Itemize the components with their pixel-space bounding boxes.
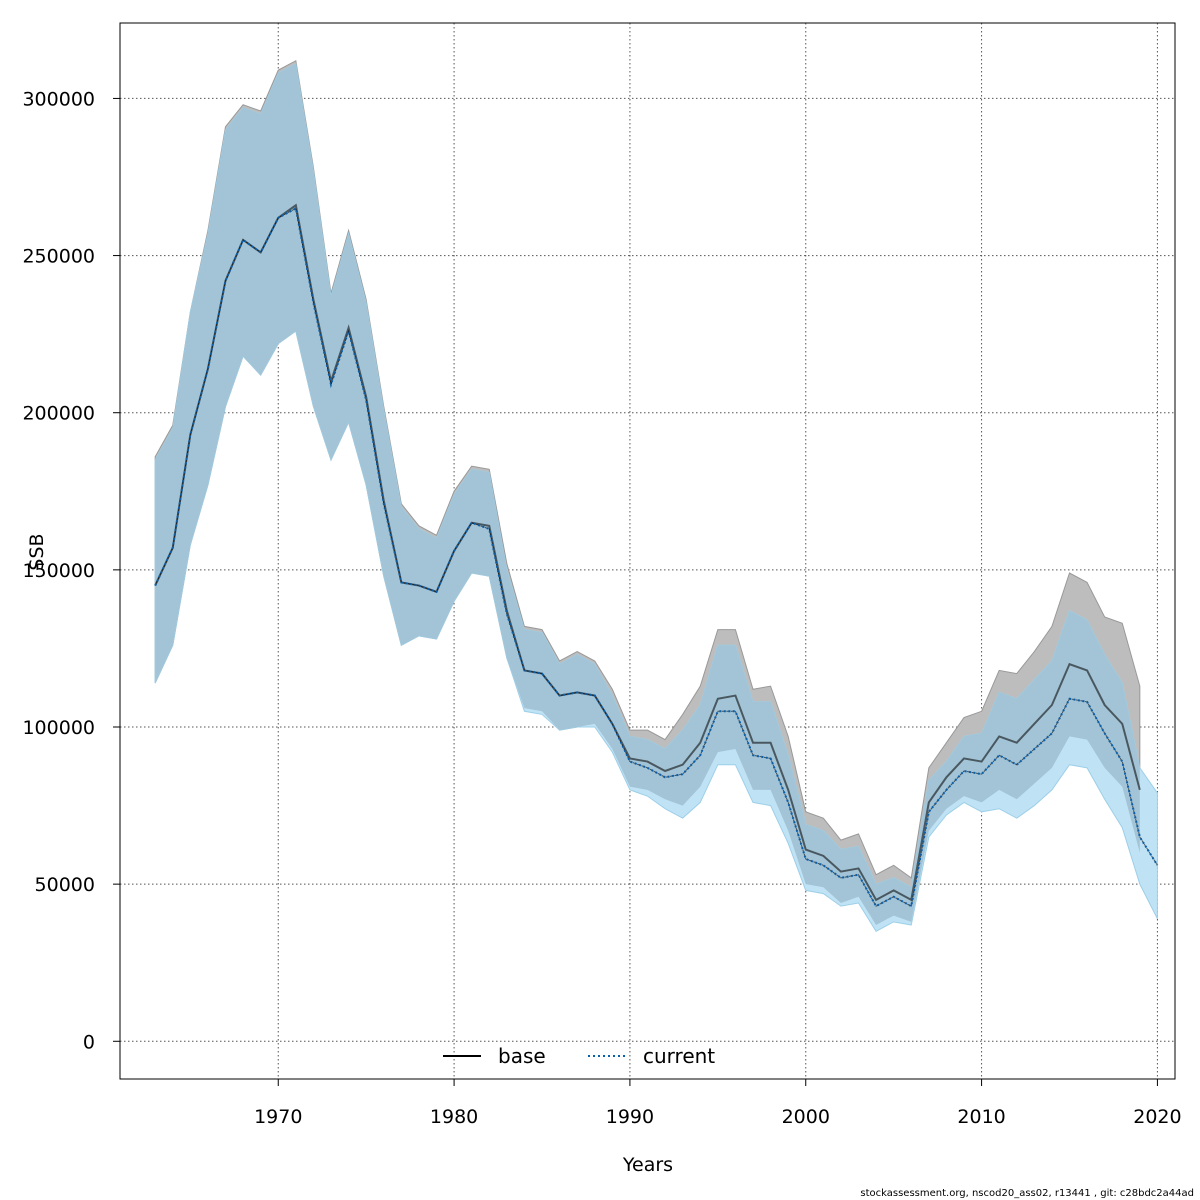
current-series-line — [154, 206, 1159, 908]
y-tick-label-250000: 250000 — [22, 246, 95, 268]
x-tick-label-1980: 1980 — [430, 1106, 478, 1128]
current-series-line-overlay — [154, 207, 1158, 907]
confidence-bands — [154, 59, 1158, 932]
y-tick-label-150000: 150000 — [22, 560, 95, 582]
band-overlap — [155, 63, 1140, 925]
y-tick-label-200000: 200000 — [22, 403, 95, 425]
legend-base-label: base — [498, 1044, 546, 1068]
x-tick-label-1990: 1990 — [606, 1106, 654, 1128]
x-axis: 1970 1980 1990 2000 2010 2020 — [254, 1079, 1182, 1128]
y-tick-label-100000: 100000 — [22, 717, 95, 739]
x-tick-label-2020: 2020 — [1133, 1106, 1181, 1128]
footer-credit: stockassessment.org, nscod20_ass02, r134… — [860, 1188, 1194, 1199]
x-tick-label-2000: 2000 — [782, 1106, 830, 1128]
y-axis-title: SSB — [26, 533, 48, 570]
y-tick-label-300000: 300000 — [22, 88, 95, 110]
x-tick-label-2010: 2010 — [957, 1106, 1005, 1128]
x-axis-title: Years — [622, 1154, 673, 1176]
x-tick-label-1970: 1970 — [254, 1106, 302, 1128]
y-tick-label-0: 0 — [83, 1031, 95, 1053]
y-axis: 0 50000 100000 150000 200000 250000 300000 — [22, 88, 120, 1053]
grid-lines — [120, 23, 1175, 1079]
legend-current-label: current — [643, 1044, 715, 1068]
legend: base current — [443, 1044, 715, 1068]
plot-frame — [119, 22, 1176, 1080]
y-tick-label-50000: 50000 — [35, 874, 95, 896]
series-lines — [154, 203, 1159, 908]
